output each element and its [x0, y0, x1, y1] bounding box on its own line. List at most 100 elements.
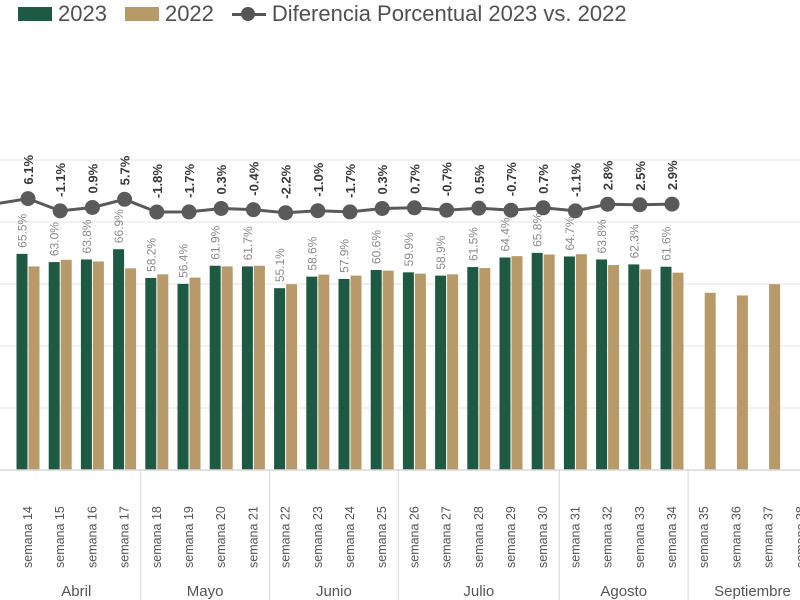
diff-label-18: -1.8% [150, 164, 165, 198]
x-tick-label-15: semana 15 [53, 506, 67, 568]
bar-value-label-14: 65.5% [16, 213, 30, 247]
bar-2023-19 [177, 283, 189, 470]
bar-2023-17 [113, 249, 125, 470]
diff-point-15 [52, 203, 68, 219]
month-label-agosto: Agosto [600, 583, 647, 600]
bar-2022-25 [382, 270, 394, 470]
diff-point-16 [84, 199, 100, 215]
x-tick-label-21: semana 21 [246, 506, 260, 568]
month-label-septiembre: Septiembre [714, 583, 791, 600]
x-tick-label-27: semana 27 [440, 506, 454, 568]
bar-2022-17 [125, 268, 137, 470]
x-tick-label-29: semana 29 [504, 506, 518, 568]
x-tick-label-19: semana 19 [182, 506, 196, 568]
legend-item-diff: Diferencia Porcentual 2023 vs. 2022 [231, 1, 627, 27]
diff-label-16: 0.9% [85, 163, 100, 193]
diff-label-31: -1.1% [568, 162, 583, 196]
x-tick-label-17: semana 17 [118, 506, 132, 568]
diff-label-33: 2.5% [633, 161, 648, 191]
diff-point-18 [149, 204, 165, 220]
diff-label-20: 0.3% [214, 164, 229, 194]
diff-label-15: -1.1% [53, 162, 68, 196]
x-tick-label-31: semana 31 [568, 506, 582, 568]
diff-point-32 [600, 196, 616, 212]
x-tick-label-22: semana 22 [279, 506, 293, 568]
bar-2023-20 [209, 265, 221, 470]
x-tick-label-23: semana 23 [311, 506, 325, 568]
bar-value-label-34: 61.6% [660, 226, 674, 260]
x-tick-label-26: semana 26 [407, 506, 421, 568]
bar-value-label-32: 63.8% [595, 219, 609, 253]
bar-value-label-33: 62.3% [627, 224, 641, 258]
legend: 2023 2022 Diferencia Porcentual 2023 vs.… [18, 0, 645, 28]
diff-label-17: 5.7% [118, 155, 133, 185]
bar-value-label-23: 58.6% [305, 236, 319, 270]
diff-point-23 [310, 203, 326, 219]
bar-2022-30 [543, 254, 555, 470]
bar-2023-26 [402, 272, 414, 470]
bar-2022-22 [286, 284, 298, 470]
bar-2023-18 [145, 277, 157, 470]
bar-2023-14 [16, 253, 28, 470]
bar-2023-29 [499, 257, 511, 470]
legend-swatch-2023 [18, 7, 52, 21]
bar-2023-30 [531, 252, 543, 470]
month-label-mayo: Mayo [187, 583, 224, 600]
diff-label-24: -1.7% [343, 163, 358, 197]
bar-2022-16 [92, 261, 104, 470]
x-tick-label-14: semana 14 [21, 506, 35, 568]
diff-label-34: 2.9% [665, 160, 680, 190]
legend-swatch-2022 [124, 7, 159, 21]
diff-point-33 [632, 197, 648, 213]
bar-2023-32 [596, 259, 608, 470]
diff-label-26: 0.7% [407, 164, 422, 194]
diff-label-28: 0.5% [472, 164, 487, 194]
diff-point-17 [117, 191, 133, 207]
bar-2022-20 [221, 266, 233, 470]
diff-label-25: 0.3% [375, 164, 390, 194]
bar-2022-32 [608, 265, 620, 470]
bar-value-label-27: 58.9% [434, 235, 448, 269]
x-tick-label-18: semana 18 [150, 506, 164, 568]
bar-2023-28 [467, 267, 479, 470]
bar-2022-28 [479, 268, 491, 470]
legend-label-2022: 2022 [164, 1, 214, 26]
diff-point-30 [535, 200, 551, 216]
diff-point-22 [278, 205, 294, 221]
bar-2022-27 [447, 274, 459, 470]
bar-value-label-19: 56.4% [177, 244, 191, 278]
x-tick-label-16: semana 16 [85, 506, 99, 568]
x-tick-label-28: semana 28 [472, 506, 486, 568]
diff-point-21 [245, 202, 261, 218]
bar-value-label-28: 61.5% [466, 227, 480, 261]
month-label-julio: Julio [463, 583, 494, 600]
bar-value-label-17: 66.9% [112, 209, 126, 243]
bar-2022-19 [189, 277, 201, 470]
x-tick-label-34: semana 34 [665, 506, 679, 568]
x-tick-label-20: semana 20 [214, 506, 228, 568]
bar-2023-21 [241, 266, 253, 470]
bar-2022-34 [672, 272, 684, 470]
diff-label-27: -0.7% [440, 162, 455, 196]
diff-label-19: -1.7% [182, 163, 197, 197]
x-tick-label-32: semana 32 [601, 506, 615, 568]
bar-2022-15 [60, 259, 72, 470]
diff-point-20 [213, 200, 229, 216]
bar-2023-27 [435, 275, 447, 470]
bar-2022-14 [28, 266, 40, 470]
bar-value-label-22: 55.1% [273, 248, 287, 282]
diff-point-25 [374, 200, 390, 216]
bar-value-label-18: 58.2% [144, 238, 158, 272]
x-tick-label-35: semana 35 [697, 506, 711, 568]
diff-point-28 [471, 200, 487, 216]
bar-2023-34 [660, 266, 672, 470]
bar-2023-22 [274, 288, 286, 470]
diff-point-14 [20, 191, 36, 207]
bar-value-label-26: 59.9% [402, 232, 416, 266]
bar-2022-29 [511, 256, 523, 470]
bar-2022-24 [350, 275, 362, 470]
diff-point-31 [567, 203, 583, 219]
bar-2023-25 [370, 270, 382, 470]
